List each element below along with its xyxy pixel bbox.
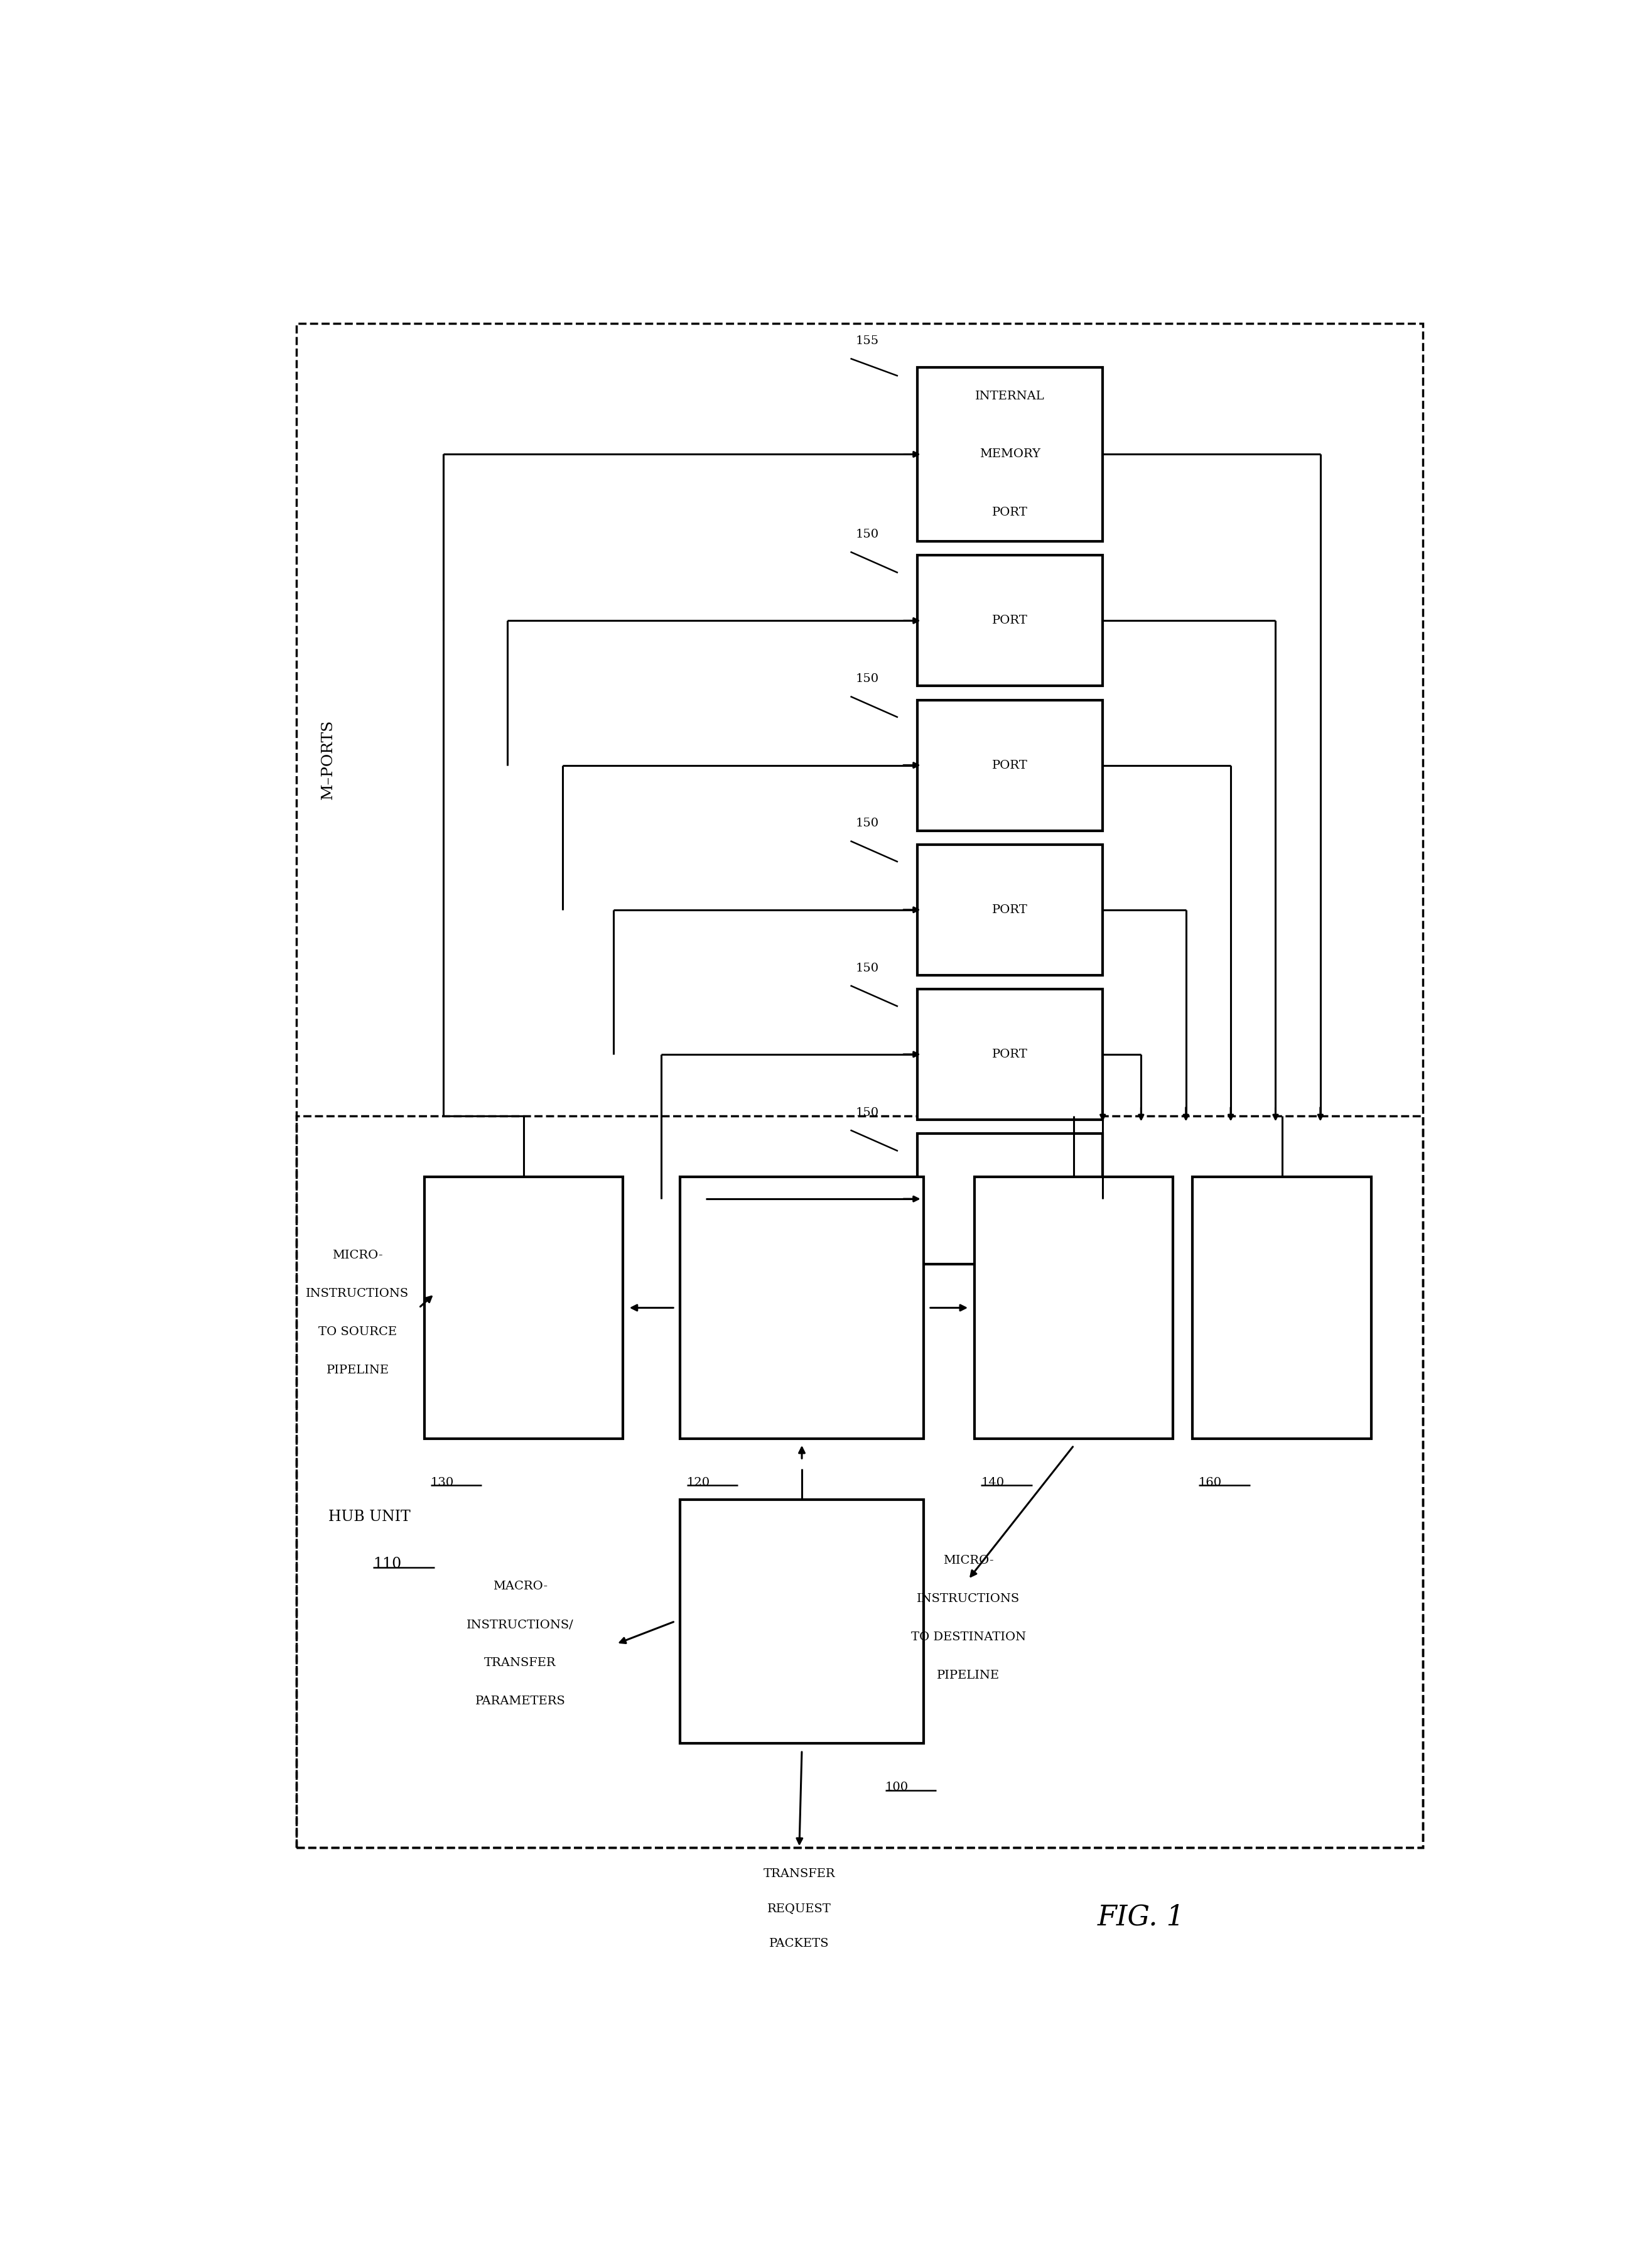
FancyBboxPatch shape (425, 1176, 623, 1439)
Text: UNIT: UNIT (1265, 1369, 1298, 1380)
Text: PACKETS: PACKETS (770, 1939, 829, 1950)
FancyBboxPatch shape (917, 988, 1104, 1120)
Text: PARAMETERS: PARAMETERS (476, 1696, 565, 1708)
Text: N-PRIORITY: N-PRIORITY (763, 1665, 841, 1676)
FancyBboxPatch shape (917, 844, 1104, 975)
Text: TRANSFER: TRANSFER (763, 1868, 836, 1880)
Text: ROUTING: ROUTING (1251, 1237, 1313, 1249)
Text: PORT: PORT (993, 1050, 1028, 1061)
Text: MACRO-: MACRO- (492, 1581, 547, 1592)
Text: 100: 100 (885, 1782, 909, 1794)
Text: MANAGER: MANAGER (768, 1568, 836, 1579)
Text: 150: 150 (856, 674, 879, 685)
FancyBboxPatch shape (917, 556, 1104, 685)
Text: 120: 120 (687, 1477, 710, 1488)
Text: MICRO-: MICRO- (332, 1251, 383, 1262)
Text: REGISTERS/: REGISTERS/ (762, 1251, 843, 1262)
Text: N-PRIORITY: N-PRIORITY (763, 1355, 841, 1366)
Text: M–PORTS: M–PORTS (320, 719, 335, 798)
FancyBboxPatch shape (917, 699, 1104, 830)
Text: INSTRUCTIONS: INSTRUCTIONS (917, 1592, 1019, 1604)
Text: 140: 140 (981, 1477, 1004, 1488)
Text: REQUEST: REQUEST (767, 1902, 831, 1914)
Text: PIPELINE: PIPELINE (492, 1389, 555, 1400)
Text: 130: 130 (431, 1477, 454, 1488)
FancyBboxPatch shape (917, 366, 1104, 541)
Text: LEVELS: LEVELS (776, 1712, 828, 1724)
Text: 150: 150 (856, 529, 879, 541)
Text: N-QUEUES,: N-QUEUES, (765, 1615, 839, 1626)
Text: CONTROL: CONTROL (1041, 1303, 1107, 1314)
Text: INTERNAL: INTERNAL (975, 391, 1044, 403)
Text: MICRO-: MICRO- (943, 1554, 993, 1565)
Text: LEVELS: LEVELS (776, 1407, 828, 1418)
Text: PORT: PORT (993, 615, 1028, 627)
Text: QUEUE: QUEUE (778, 1518, 826, 1529)
Text: TO SOURCE: TO SOURCE (319, 1326, 396, 1337)
Text: PIPELINE: PIPELINE (937, 1669, 999, 1681)
FancyBboxPatch shape (681, 1500, 923, 1744)
Text: PORT: PORT (993, 1194, 1028, 1206)
Text: FIG. 1: FIG. 1 (1097, 1905, 1184, 1932)
Text: PORT: PORT (993, 507, 1028, 518)
Text: SOURCE: SOURCE (496, 1215, 552, 1226)
Text: PIPELINE: PIPELINE (1042, 1389, 1105, 1400)
Text: TRANSFER: TRANSFER (484, 1658, 557, 1669)
Text: HUB UNIT: HUB UNIT (329, 1509, 410, 1525)
Text: 110: 110 (373, 1556, 401, 1572)
Text: N-CHANNELS/: N-CHANNELS/ (755, 1303, 849, 1314)
FancyBboxPatch shape (917, 1133, 1104, 1264)
Text: 150: 150 (856, 1106, 879, 1117)
Text: PORT: PORT (993, 905, 1028, 916)
Text: MEMORY: MEMORY (980, 448, 1041, 459)
FancyBboxPatch shape (681, 1176, 923, 1439)
FancyBboxPatch shape (975, 1176, 1173, 1439)
Text: N CHANNEL: N CHANNEL (762, 1197, 843, 1208)
Text: TO DESTINATION: TO DESTINATION (910, 1631, 1026, 1642)
Text: DESTINATION: DESTINATION (1028, 1215, 1120, 1226)
Text: CONTROL: CONTROL (491, 1303, 557, 1314)
Text: PIPELINE: PIPELINE (325, 1364, 388, 1375)
Text: 160: 160 (1199, 1477, 1222, 1488)
Text: INSTRUCTIONS: INSTRUCTIONS (306, 1287, 410, 1298)
Text: 150: 150 (856, 819, 879, 830)
Text: 150: 150 (856, 964, 879, 973)
Text: PORT: PORT (993, 760, 1028, 771)
FancyBboxPatch shape (1193, 1176, 1371, 1439)
Text: 155: 155 (856, 335, 879, 346)
Text: INSTRUCTIONS/: INSTRUCTIONS/ (466, 1620, 573, 1631)
